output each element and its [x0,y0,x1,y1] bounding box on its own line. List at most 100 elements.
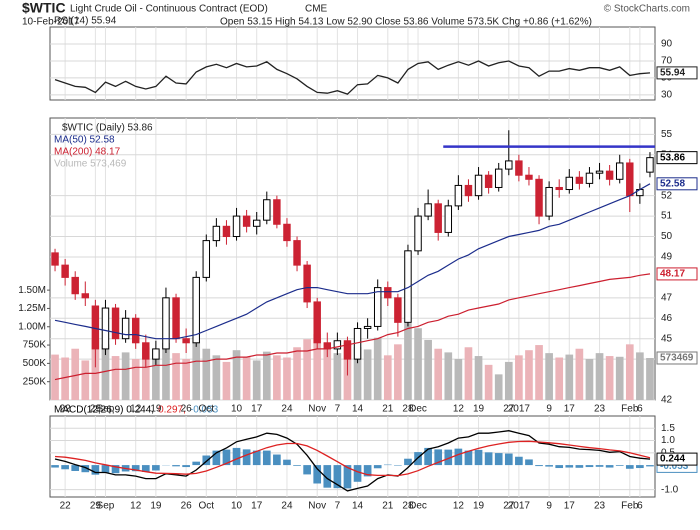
candle-body [242,215,251,227]
x-tick-label: 17 [251,501,263,512]
x-tick-label: Nov [308,501,326,512]
y2-tick-label: 1.50M [18,285,46,296]
x-tick-label: 19 [150,404,162,415]
y-tick-label: 1.0 [661,435,675,446]
candle-body [444,205,453,233]
candle-body [434,203,442,233]
date: 10-Feb-2017 [22,17,80,28]
volume-bar [162,342,170,400]
x-tick-label: 9 [546,404,552,415]
x-tick-label: 2017 [508,501,531,512]
y-tick-label: 1.5 [661,423,675,434]
volume-bar [504,361,513,400]
legend-entry: MA(50) 52.58 [54,135,115,146]
candle-body [202,240,211,278]
candle-body [142,342,150,360]
candle-body [384,287,392,299]
last-value-badge [656,351,698,365]
candle-body [81,293,90,299]
histogram-bar [535,465,543,467]
histogram-bar [192,461,201,466]
candle-body [232,215,241,238]
histogram-bar [615,465,624,466]
legend-entry: RSI(14) 55.94 [54,16,117,27]
candle-body [71,276,79,295]
y-tick-label: 49 [661,252,673,263]
x-tick-label: 23 [594,501,606,512]
candle-body [343,340,352,360]
y-tick-label: 70 [661,56,673,67]
histogram-bar [605,465,614,468]
histogram-bar [343,465,352,489]
histogram-bar [353,465,362,482]
x-tick-label: 6 [637,404,643,415]
volume-bar [434,348,443,400]
candle-body [555,186,563,191]
x-tick-label: 7 [335,501,341,512]
candle-body [263,199,271,221]
volume-bar [182,358,190,400]
candle-body [515,160,523,176]
candle-body [535,178,543,217]
histogram-bar [636,465,644,469]
x-tick-label: 2017 [508,404,531,415]
candle-body [273,199,281,225]
y2-tick-label: 500K [23,358,47,369]
candle-body [545,186,553,217]
histogram-bar [575,465,584,468]
volume-bar [51,354,59,400]
x-tick-label: Nov [308,404,326,415]
candle-body [222,225,231,238]
x-tick-label: Feb [621,404,639,415]
last-value-label: 0.244 [660,454,685,465]
histogram-bar [484,452,493,466]
histogram-bar [646,465,654,467]
x-tick-label: 19 [473,404,485,415]
last-value-badge [656,267,698,281]
price-title: $WTIC (Daily) 53.86 [62,123,153,134]
x-tick-label: Feb [621,501,639,512]
x-tick-label: 29 [90,501,102,512]
x-tick-label: 21 [382,404,394,415]
candle-body [212,225,221,242]
volume-bar [71,348,80,400]
legend-entry: MA(200) 48.17 [54,147,121,158]
volume-bar [273,355,281,400]
candle-body [333,340,342,350]
volume-bar [615,356,624,400]
volume-bar [91,339,100,400]
x-tick-label: 22 [60,404,72,415]
candle-body [172,297,180,340]
volume-bar [605,356,614,400]
x-tick-label: 12 [453,501,465,512]
volume-bar [636,352,644,400]
candle-body [373,287,382,327]
histogram-bar [595,465,604,467]
y-tick-label: 45 [661,333,673,344]
candle-body [111,307,120,340]
y-tick-label: 51 [661,211,673,222]
volume-bar [646,357,654,400]
volume-bar [383,355,392,400]
volume-bar [252,360,261,400]
legend-entry: MACD(12,26,9) 0.244, [54,405,154,416]
histogram-bar [515,456,523,466]
x-tick-label: Sep [97,501,115,512]
volume-bar [333,353,342,400]
volume-bar [323,348,332,400]
y2-tick-label: 750K [23,340,47,351]
series-line [54,273,651,381]
volume-bar [131,358,140,400]
histogram-bar [152,465,160,471]
last-value-label: 52.58 [660,178,685,189]
candle-body [101,307,110,350]
x-tick-label: 7 [335,404,341,415]
volume-bar [484,364,493,400]
x-tick-label: 26 [181,404,193,415]
series-line [54,183,651,340]
y2-tick-label: 250K [23,376,47,387]
histogram-bar [414,452,422,466]
histogram-bar [222,449,231,466]
